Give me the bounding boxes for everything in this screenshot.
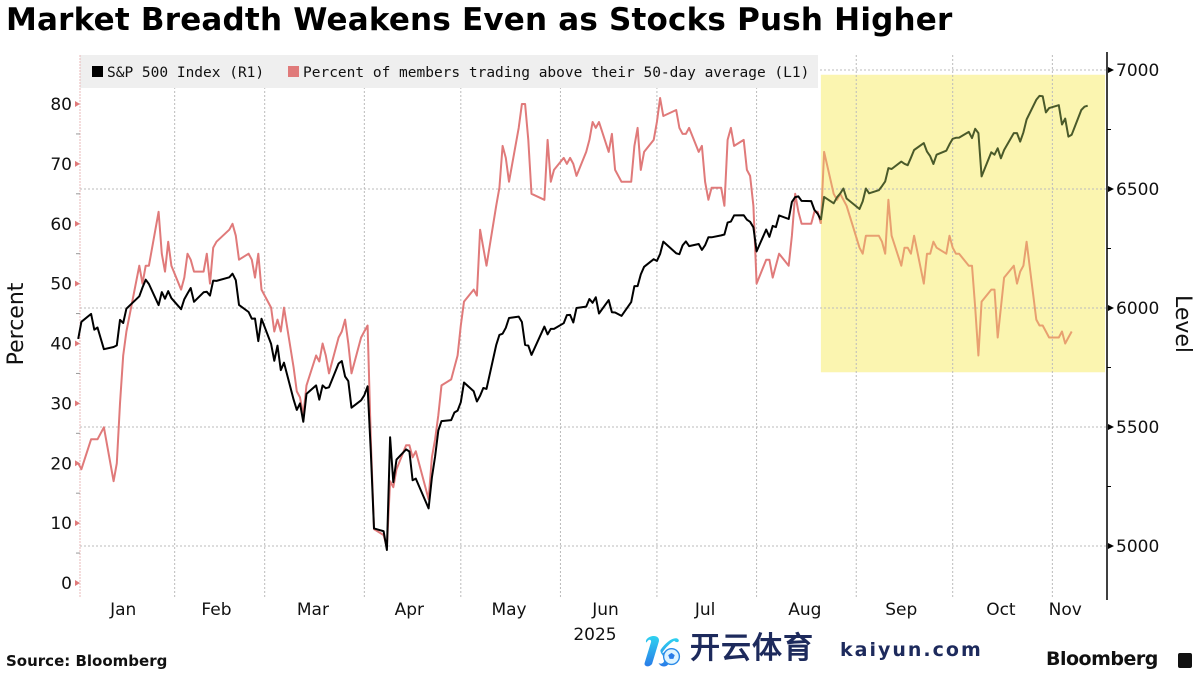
right-axis-tick-label: 5500 [1116, 418, 1159, 438]
bloomberg-chat-icon [1178, 653, 1192, 668]
series-line-breadth-highlighted [819, 150, 1073, 357]
axes-layer: 0 10 20 30 40 50 60 70 80 5000 5500 6000 6500 7000 Jan… [50, 52, 1159, 620]
right-axis-tick [1108, 424, 1114, 430]
watermark-logo-icon [644, 636, 681, 667]
left-axis-tick [75, 460, 80, 467]
right-axis-tick [1108, 305, 1114, 311]
series-line-sp500-highlighted [819, 94, 1088, 221]
source-note: Source: Bloomberg [6, 652, 168, 670]
x-axis-month-label: Nov [1049, 600, 1082, 620]
watermark-chinese-text: 开云体育 [690, 631, 814, 666]
left-axis-title: Percent [4, 282, 29, 365]
bloomberg-logo-text: Bloomberg [1046, 648, 1158, 670]
left-axis-tick-label: 40 [50, 335, 72, 355]
x-axis-month-label: Mar [297, 600, 329, 620]
highlight-region [820, 74, 1105, 373]
left-axis-tick [75, 400, 80, 407]
legend-background [80, 55, 818, 88]
left-axis-tick-label: 20 [50, 454, 72, 474]
x-axis-month-label: Sep [885, 600, 917, 620]
x-axis-month-label: Jul [694, 600, 716, 620]
left-axis-tick [75, 580, 80, 586]
x-year-label: 2025 [573, 625, 616, 645]
chart-title: Market Breadth Weakens Even as Stocks Pu… [6, 2, 953, 38]
left-axis-tick-label: 30 [50, 394, 72, 414]
left-axis-tick [75, 220, 80, 227]
right-axis-tick-label: 6500 [1116, 180, 1159, 200]
legend-label-breadth: Percent of members trading above their 5… [303, 65, 809, 81]
legend-swatch-breadth [288, 66, 299, 77]
x-axis-month-label: Oct [986, 600, 1016, 620]
watermark: 开云体育 kaiyun.com [640, 628, 1040, 674]
left-axis-tick [75, 101, 80, 107]
left-axis-tick [75, 520, 80, 527]
left-axis-tick-label: 70 [50, 155, 72, 175]
series-line-breadth [77, 97, 822, 549]
legend: S&P 500 Index (R1) Percent of members tr… [80, 55, 818, 88]
x-axis-month-label: Jan [109, 600, 136, 620]
x-axis-month-label: Feb [201, 600, 231, 620]
left-axis-tick-label: 60 [50, 215, 72, 235]
legend-label-sp500: S&P 500 Index (R1) [107, 65, 264, 81]
series-line-sp500 [77, 195, 822, 551]
right-axis-tick [1108, 186, 1114, 192]
right-axis-tick-label: 7000 [1116, 61, 1159, 81]
left-axis-tick [75, 280, 80, 287]
right-axis-tick [1108, 67, 1114, 73]
watermark-url-text: kaiyun.com [840, 639, 983, 661]
left-axis-tick [75, 340, 80, 347]
left-axis-tick-label: 80 [50, 95, 72, 115]
highlight-layer [820, 74, 1105, 373]
x-axis-month-label: Aug [788, 600, 821, 620]
series-layer [77, 94, 1088, 551]
legend-swatch-sp500 [92, 66, 103, 77]
x-axis-month-label: Jun [591, 600, 619, 620]
right-axis-tick [1108, 543, 1114, 549]
left-axis-tick-label: 10 [50, 514, 72, 534]
right-axis-tick-label: 6000 [1116, 299, 1159, 319]
x-axis-month-label: Apr [395, 600, 424, 620]
right-axis-title: Level [1170, 295, 1195, 353]
right-axis-tick-label: 5000 [1116, 537, 1159, 557]
left-axis-tick-label: 0 [61, 574, 72, 594]
left-axis-tick [75, 160, 80, 167]
left-axis-tick-label: 50 [50, 275, 72, 295]
x-axis-month-label: May [491, 600, 526, 620]
